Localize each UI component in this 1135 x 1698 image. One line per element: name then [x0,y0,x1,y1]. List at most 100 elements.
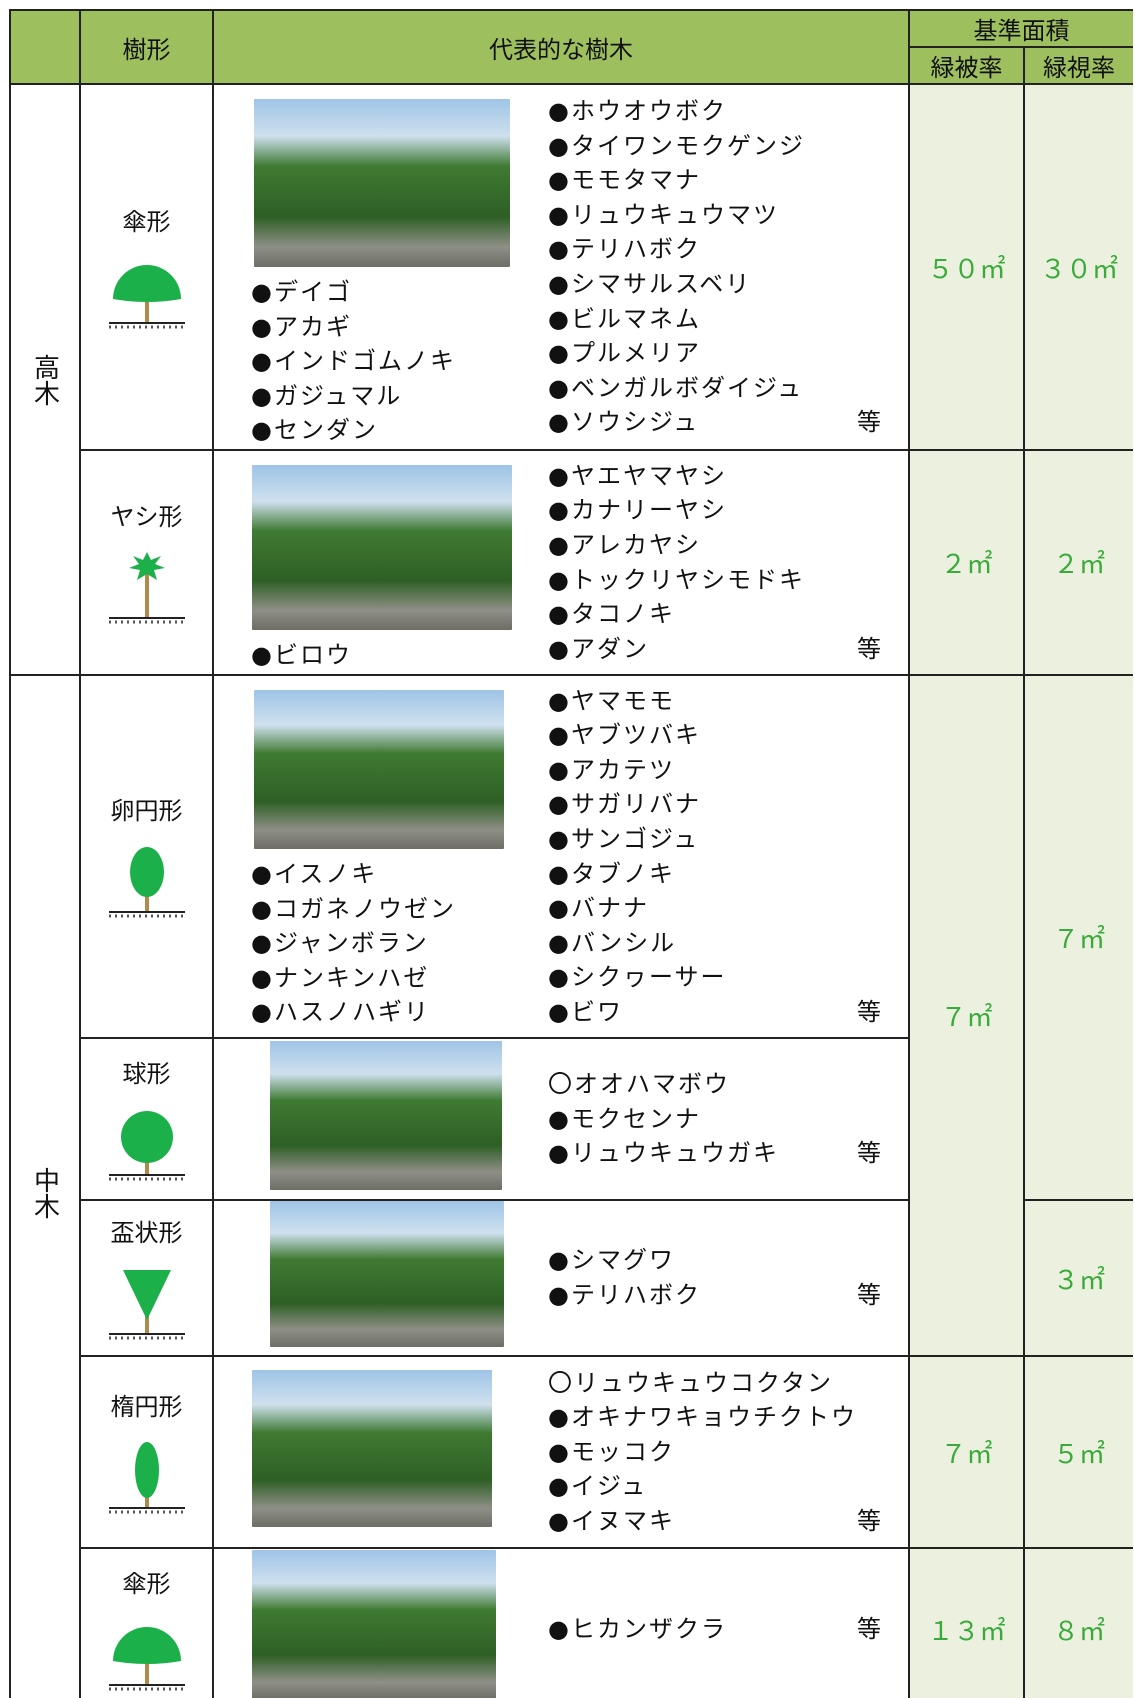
green-view-value: ５㎡ [1025,1357,1133,1549]
category: 中木 [11,676,81,1698]
tree-name: ●タコノキ [548,600,675,629]
tree-name: ●ヤマモモ [548,686,675,715]
shape-icon [108,1269,185,1339]
shape-cell: ヤシ形 [81,451,214,676]
tree-name: ●アダン [548,634,649,663]
tree-name: ●プルメリア [548,339,701,368]
right-block: ●ホウオウボク ●タイワンモクゲンジ ●モモタマナ ●リュウキュウマツ ●テリハボク ●シ… [548,85,883,449]
green-cover-value: ７㎡ [910,676,1025,1357]
left-block [214,1549,548,1698]
tree-name: ●オキナワキョウチクトウ [548,1403,857,1432]
tree-name: ●アカギ [251,312,352,341]
green-view-value: ３０㎡ [1025,85,1133,451]
shape-label: 球形 [122,1059,171,1088]
tree-name: ●デイゴ [251,278,352,306]
tree-name: ●モクセンナ [548,1104,701,1133]
shape-cell: 卵円形 [81,676,214,1039]
shape-icon [108,1626,185,1690]
tree-name: ●ヤブツバキ [548,721,701,750]
tree-name: ●イスノキ [251,860,378,888]
tree-name: ●ホウオウボク [548,97,727,126]
shape-icon [108,264,185,328]
tree-name: ●トックリヤシモドキ [548,565,805,594]
shape-icon [108,552,185,624]
shape-icon [108,1441,185,1513]
tree-name: ●タイワンモクゲンジ [548,131,805,160]
green-view-value: ８㎡ [1025,1549,1133,1698]
shape-icon [108,1110,185,1180]
right-block: ●ヤエヤマヤシ ●カナリーヤシ ●アレカヤシ ●トックリヤシモドキ ●タコノキ ●アダン 等 [548,451,883,674]
etc-suffix: 等 [857,1139,883,1168]
trees-cell: 〇リュウキュウコクタン ●オキナワキョウチクトウ ●モッコク ●イジュ ●イヌマキ 等 [214,1357,910,1549]
tree-name: ●イジュ [548,1472,648,1501]
shape-icon [108,847,185,918]
tree-photo [252,1550,496,1698]
shape-label: 卵円形 [110,797,183,825]
tree-photo [270,1040,502,1190]
tree-name: ●ビロウ [251,641,352,669]
left-block [214,1039,548,1199]
green-view-value: ３㎡ [1025,1201,1133,1357]
etc-suffix: 等 [857,1506,883,1535]
tree-name: ●バナナ [548,894,649,923]
tree-name: ●バンシル [548,928,677,957]
tree-name: ●リュウキュウマツ [548,200,779,229]
tree-name: ●サンゴジュ [548,824,700,853]
right-block: ●シマグワ ●テリハボク 等 [548,1201,883,1355]
tree-photo [254,99,510,267]
right-block: 〇オオハマボウ ●モクセンナ ●リュウキュウガキ 等 [548,1039,883,1199]
green-cover-value: ５０㎡ [910,85,1025,451]
etc-suffix: 等 [857,634,883,663]
green-view-value: ２㎡ [1025,451,1133,676]
right-block: ●ヤマモモ ●ヤブツバキ ●アカテツ ●サガリバナ ●サンゴジュ ●タブノキ ●バナナ ●バン… [548,676,883,1037]
shape-label: 楕円形 [110,1392,183,1421]
tree-name: ●コガネノウゼン [251,894,456,923]
tree-name: ●センダン [251,416,378,445]
tree-name: ●ソウシジュ [548,408,700,437]
tree-line: ●ヒカンザクラ 等 [548,1612,883,1647]
tree-name: ●サガリバナ [548,790,701,819]
tree-photo [254,690,504,849]
right-block: ●ヒカンザクラ 等 [548,1549,883,1698]
trees-cell: ●イスノキ ●コガネノウゼン ●ジャンボラン ●ナンキンハゼ ●ハスノハギリ ●ヤマモモ ●… [214,676,910,1039]
tree-name: ●ナンキンハゼ [251,963,430,992]
trees-cell: ●ヒカンザクラ 等 [214,1549,910,1698]
tree-name: ●シクヮーサー [548,963,727,992]
header-shape: 樹形 [81,11,214,85]
tree-name: ●ガジュマル [251,381,403,410]
tree-name: ●アカテツ [548,755,675,784]
shape-cell: 傘形 [81,85,214,451]
left-block: ●イスノキ ●コガネノウゼン ●ジャンボラン ●ナンキンハゼ ●ハスノハギリ [214,676,548,1037]
tree-name: ●シマサルスベリ [548,270,752,298]
tree-name: ●アレカヤシ [548,530,701,559]
tree-name: ●テリハボク [548,235,701,264]
tree-name: ●リュウキュウガキ [548,1139,779,1168]
tree-name: ●ビルマネム [548,304,701,333]
shape-cell: 盃状形 [81,1201,214,1357]
tree-name: ●イヌマキ [548,1506,675,1535]
right-block: 〇リュウキュウコクタン ●オキナワキョウチクトウ ●モッコク ●イジュ ●イヌマキ 等 [548,1357,883,1547]
category: 高木 [11,85,81,676]
tree-name: ●テリハボク [548,1281,701,1309]
tree-photo [252,465,512,630]
tree-name: ●シマグワ [548,1246,675,1275]
tree-name: ●ハスノハギリ [251,998,430,1027]
tree-name: ●ジャンボラン [251,929,429,958]
header-green-view: 緑視率 [1025,48,1133,85]
shape-label: 盃状形 [110,1218,183,1247]
tree-line: ●リュウキュウガキ 等 [548,1136,883,1171]
trees-cell: ●シマグワ ●テリハボク 等 [214,1201,910,1357]
tree-name: ●カナリーヤシ [548,496,727,525]
tree-name: ●タブノキ [548,859,675,888]
green-cover-value: ２㎡ [910,451,1025,676]
tree-line: ●ビワ 等 [548,995,883,1030]
trees-cell: ●デイゴ ●アカギ ●インドゴムノキ ●ガジュマル ●センダン ●ホウオウボク ●タイワンモ… [214,85,910,451]
tree-name: ●ヤエヤマヤシ [548,461,727,490]
left-block: ●デイゴ ●アカギ ●インドゴムノキ ●ガジュマル ●センダン [214,85,548,449]
left-block [214,1357,548,1547]
tree-name: ●ベンガルボダイジュ [548,373,804,402]
tree-name: 〇オオハマボウ [548,1070,730,1099]
shape-label: 傘形 [122,207,171,236]
shape-label: 傘形 [122,1569,171,1598]
shape-cell: 球形 [81,1039,214,1201]
